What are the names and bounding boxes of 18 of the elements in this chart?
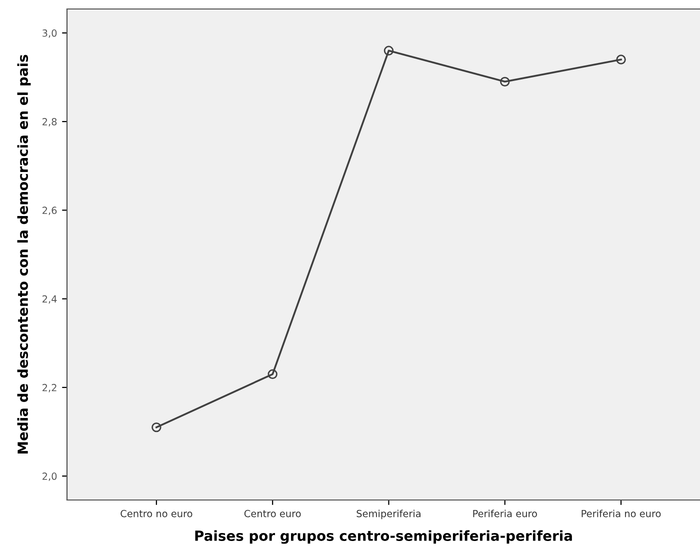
y-tick-label: 2,6 — [42, 206, 57, 216]
x-tick-label: Periferia euro — [473, 510, 537, 518]
y-tick-label: 2,4 — [42, 295, 57, 304]
y-tick-label: 2,2 — [42, 384, 56, 392]
x-tick-label: Semiperiferia — [356, 510, 420, 520]
x-tick-label: Centro euro — [244, 510, 301, 518]
point — [616, 54, 626, 64]
x-tick-label: Centro no euro — [120, 510, 192, 518]
y-axis-title: Media de descontento con la democracia en el pais — [17, 54, 31, 454]
x-tick-label: Periferia no euro — [582, 510, 661, 518]
point — [152, 422, 162, 432]
y-tick-label: 3,0 — [42, 29, 57, 38]
point — [500, 76, 510, 87]
y-tick-label: 2,8 — [42, 118, 57, 126]
y-tick-label: 2,0 — [42, 472, 57, 481]
x-axis-title: Paises por grupos centro-semiperiferia-periferia — [195, 530, 572, 544]
point — [268, 369, 278, 380]
point — [384, 46, 394, 56]
